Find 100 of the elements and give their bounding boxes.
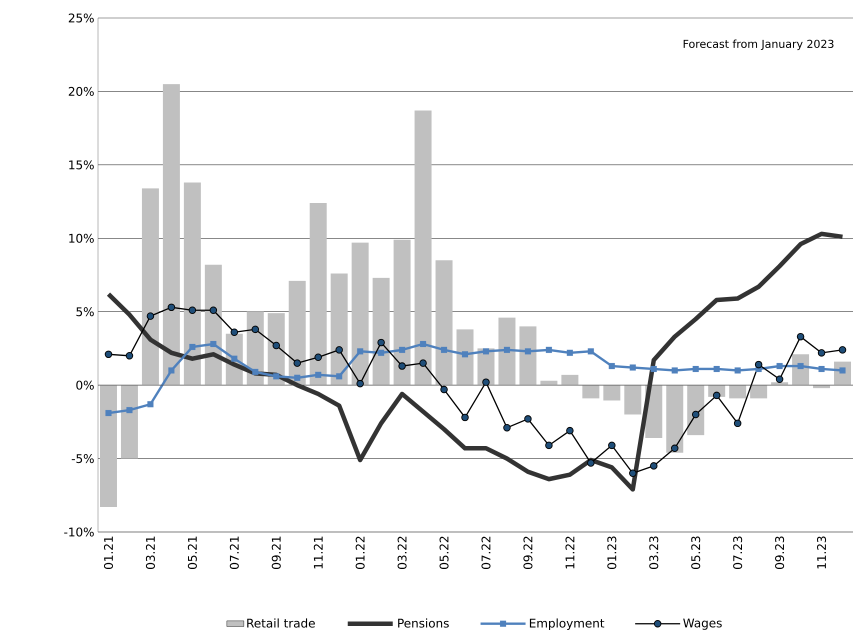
bar	[330, 274, 348, 386]
point	[734, 420, 742, 428]
point	[776, 376, 784, 383]
point	[462, 351, 468, 358]
bar	[436, 260, 453, 386]
point	[273, 373, 280, 380]
point	[126, 407, 133, 414]
legend-label: Retail trade	[247, 618, 315, 628]
point	[189, 344, 196, 350]
bar	[372, 278, 390, 386]
point	[692, 366, 699, 372]
point	[796, 332, 804, 340]
y-tick-label: 10%	[69, 234, 94, 243]
x-tick-label: 03.23	[649, 536, 658, 569]
bar	[561, 374, 578, 386]
point	[378, 350, 384, 356]
point	[524, 415, 532, 423]
bar	[100, 385, 117, 508]
point	[630, 364, 636, 371]
point	[252, 326, 260, 334]
point	[818, 349, 826, 357]
point	[272, 342, 280, 350]
point	[398, 362, 406, 370]
point	[818, 366, 825, 372]
x-tick-label: 05.22	[440, 536, 449, 569]
point	[252, 368, 258, 375]
x-tick-label: 11.21	[314, 536, 323, 568]
point	[168, 304, 176, 312]
point	[126, 352, 134, 360]
x-tick-label: 03.22	[398, 536, 407, 569]
bar	[162, 84, 180, 386]
point	[210, 340, 216, 348]
point	[714, 366, 720, 372]
point	[440, 386, 448, 394]
bar	[394, 240, 411, 386]
point	[608, 363, 615, 370]
point	[588, 348, 594, 354]
point	[419, 359, 427, 367]
bar	[666, 385, 684, 453]
point	[545, 442, 553, 450]
point	[294, 359, 301, 367]
y-tick-label: -10%	[64, 527, 94, 537]
x-tick-label: 05.21	[188, 536, 197, 569]
legend-label: Wages	[683, 618, 722, 630]
x-tick-label: 09.22	[523, 536, 532, 569]
point	[188, 306, 196, 314]
point	[315, 372, 322, 378]
bar	[750, 385, 768, 398]
bar	[519, 326, 536, 386]
x-tick-label: 11.23	[817, 536, 826, 568]
point	[650, 366, 657, 372]
y-tick-label: 0%	[76, 380, 94, 390]
point	[546, 346, 552, 353]
point	[608, 442, 616, 450]
point	[356, 380, 364, 388]
point	[754, 360, 762, 368]
point	[440, 346, 448, 353]
legend-label: Employment	[530, 618, 604, 630]
point	[482, 348, 490, 354]
point	[776, 363, 783, 370]
x-tick-label: 01.21	[104, 536, 114, 569]
legend-label: Pensions	[398, 618, 449, 628]
x-tick-label: 05.23	[691, 536, 700, 569]
y-tick-label: 15%	[69, 160, 94, 170]
y-tick-label: -5%	[72, 454, 94, 464]
point	[168, 367, 174, 374]
y-tick-label: 20%	[68, 86, 94, 96]
bar	[142, 188, 159, 386]
point	[524, 348, 531, 354]
point	[461, 414, 469, 422]
bar	[184, 182, 201, 386]
bar	[582, 385, 600, 398]
point	[210, 306, 218, 314]
point	[504, 346, 510, 353]
bar	[288, 280, 306, 386]
x-tick-label: 11.22	[565, 536, 574, 568]
point	[482, 378, 490, 386]
point	[357, 348, 364, 354]
bar	[771, 382, 788, 386]
x-tick-label: 01.22	[356, 536, 365, 569]
point	[671, 444, 678, 452]
point	[672, 367, 678, 374]
point	[629, 470, 637, 477]
x-tick-label: 01.23	[607, 536, 616, 569]
y-tick-label: 25%	[68, 13, 94, 23]
bar	[729, 385, 746, 398]
point	[105, 410, 112, 416]
point	[838, 346, 846, 354]
point	[650, 462, 658, 470]
point	[420, 340, 426, 348]
bar	[120, 385, 138, 459]
point	[314, 354, 322, 361]
y-tick-label: 5%	[76, 307, 94, 316]
x-tick-label: 07.21	[230, 536, 239, 569]
point	[147, 401, 154, 408]
point	[377, 338, 385, 346]
point	[798, 363, 804, 370]
bar	[624, 385, 642, 415]
x-tick-label: 07.23	[733, 536, 742, 569]
bar	[687, 385, 704, 436]
